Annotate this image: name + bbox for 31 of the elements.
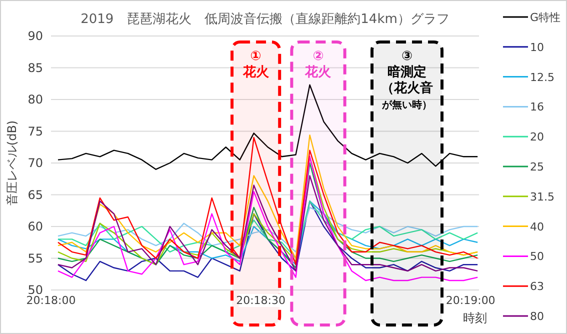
legend-label: 40 — [530, 220, 544, 234]
y-tick-label: 75 — [28, 124, 43, 138]
legend-label: G特性 — [530, 11, 561, 24]
x-tick-label: 20:19:00 — [446, 294, 496, 307]
band-label: ③暗測定（花火音が無い時） — [380, 49, 433, 111]
legend-label: 50 — [530, 250, 544, 264]
legend-label: 12.5 — [530, 70, 554, 84]
line-series — [57, 200, 478, 282]
y-tick-label: 70 — [28, 156, 43, 170]
band-label: ②花火 — [304, 49, 332, 80]
y-tick-label: 85 — [28, 60, 43, 75]
legend-label: 63 — [530, 280, 544, 294]
legend-label: 10 — [530, 40, 544, 54]
chart-title: 2019 琵琶湖花火 低周波音伝搬（直線距離約14km）グラフ — [80, 12, 450, 27]
legend-label: 31.5 — [530, 190, 554, 204]
legend-label: 16 — [530, 100, 544, 114]
line-series — [57, 206, 478, 252]
x-tick-label: 20:18:00 — [26, 294, 76, 307]
legend-label: 80 — [530, 310, 544, 323]
y-tick-label: 90 — [28, 29, 43, 43]
legend-label: 20 — [530, 130, 544, 144]
band-label: ①花火 — [242, 49, 270, 80]
x-axis-title: 時刻 — [463, 311, 487, 325]
y-tick-label: 65 — [28, 188, 43, 202]
legend-label: 25 — [530, 160, 544, 174]
x-tick-label: 20:18:30 — [236, 294, 286, 307]
y-tick-label: 80 — [28, 92, 43, 106]
y-tick-label: 60 — [28, 220, 43, 234]
y-axis-title: 音圧レベル(dB) — [5, 120, 19, 206]
y-tick-label: 55 — [28, 251, 43, 266]
y-tick-label: 50 — [28, 283, 43, 297]
